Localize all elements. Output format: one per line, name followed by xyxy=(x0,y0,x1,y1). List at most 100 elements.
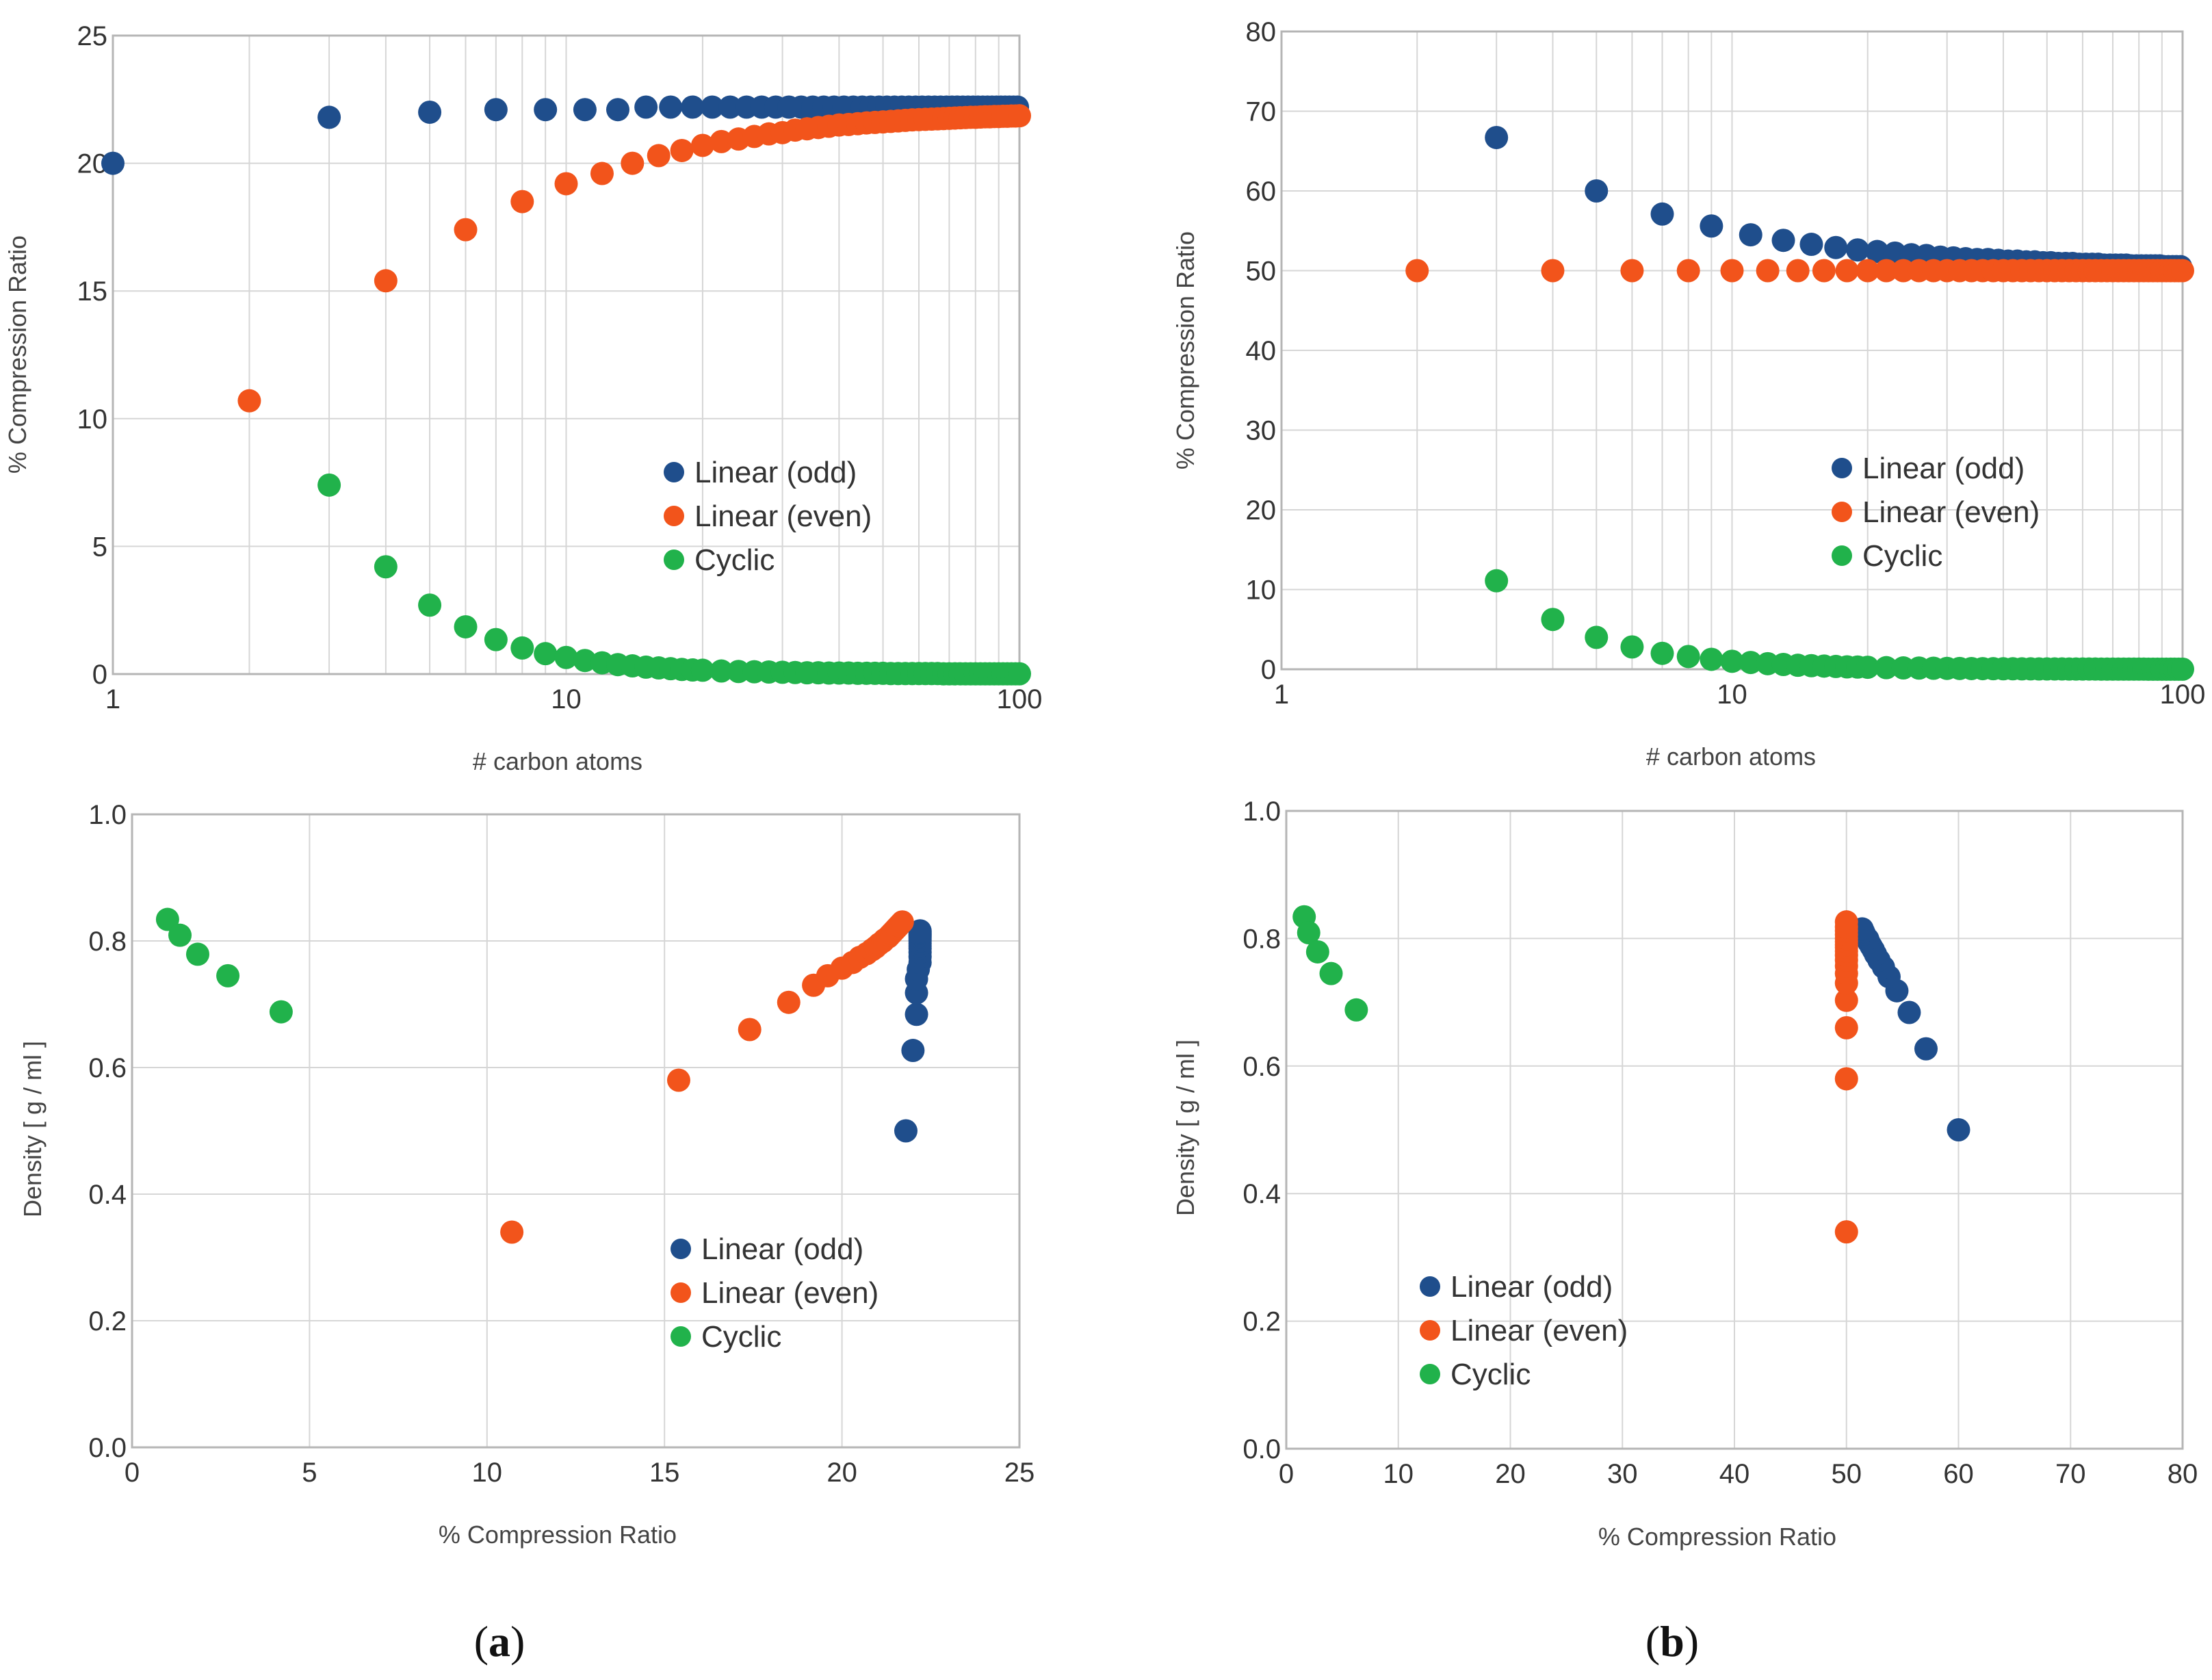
data-point xyxy=(1305,940,1329,964)
data-point xyxy=(1846,238,1870,262)
data-point xyxy=(534,642,558,666)
data-point xyxy=(1786,259,1810,283)
y-tick-label: 0.0 xyxy=(1242,1434,1281,1464)
x-tick-label: 25 xyxy=(1004,1458,1035,1488)
series-cyclic xyxy=(155,907,293,1024)
data-point xyxy=(1914,1037,1938,1061)
y-tick-label: 0.6 xyxy=(88,1053,127,1083)
data-point xyxy=(1834,910,1858,934)
legend-marker xyxy=(1832,545,1852,566)
data-point xyxy=(1874,259,1898,283)
data-point xyxy=(155,907,179,931)
data-point xyxy=(1739,651,1762,675)
legend-label: Linear (even) xyxy=(694,500,872,533)
data-point xyxy=(484,98,508,122)
data-point xyxy=(901,1039,925,1063)
data-point xyxy=(1799,233,1823,257)
data-point xyxy=(1834,1067,1858,1091)
data-point xyxy=(1650,202,1674,226)
data-point xyxy=(590,161,614,185)
y-tick-label: 0.4 xyxy=(88,1180,127,1210)
x-tick-label: 80 xyxy=(2168,1459,2198,1489)
legend-label: Linear (odd) xyxy=(1450,1270,1613,1304)
data-point xyxy=(237,389,261,413)
y-tick-label: 0.2 xyxy=(88,1306,127,1336)
plot-frame xyxy=(112,34,1021,675)
x-axis-title: # carbon atoms xyxy=(473,747,642,775)
data-point xyxy=(1620,635,1644,659)
data-point xyxy=(2171,259,2194,283)
data-point xyxy=(1739,223,1762,247)
y-tick-label: 30 xyxy=(1246,416,1277,446)
data-point xyxy=(554,172,578,196)
series-cyclic xyxy=(317,473,1031,686)
series-linear-odd xyxy=(1850,917,1970,1141)
data-point xyxy=(1812,259,1836,283)
x-tick-label: 100 xyxy=(2160,680,2206,710)
data-point xyxy=(1874,656,1898,680)
data-point xyxy=(1700,647,1723,671)
data-point xyxy=(1008,104,1031,128)
data-point xyxy=(1541,259,1565,283)
data-point xyxy=(1897,1000,1921,1024)
data-point xyxy=(1700,214,1723,238)
data-point xyxy=(710,659,733,683)
y-tick-label: 15 xyxy=(77,276,108,307)
legend-marker xyxy=(671,1326,691,1347)
data-point xyxy=(1541,608,1565,632)
data-point xyxy=(185,942,209,966)
y-tick-label: 0.8 xyxy=(1242,924,1281,954)
gridlines xyxy=(1286,810,2183,1449)
x-axis-title: # carbon atoms xyxy=(1646,742,1816,771)
series-linear-odd xyxy=(1485,125,2193,279)
y-tick-label: 0.8 xyxy=(88,927,127,957)
y-tick-label: 1.0 xyxy=(88,800,127,830)
plot-frame xyxy=(131,813,1021,1449)
data-point xyxy=(269,1000,293,1024)
data-point xyxy=(718,95,742,119)
data-point xyxy=(634,95,658,119)
data-point xyxy=(670,138,694,162)
x-tick-label: 1 xyxy=(1274,680,1289,710)
data-point xyxy=(101,151,125,175)
data-point xyxy=(647,144,671,168)
panel-label-a: (a) xyxy=(474,1617,525,1666)
data-point xyxy=(168,923,192,947)
data-point xyxy=(1585,625,1609,649)
data-point xyxy=(777,990,801,1014)
y-tick-label: 10 xyxy=(1246,576,1277,606)
legend-label: Cyclic xyxy=(694,543,775,577)
x-tick-label: 50 xyxy=(1832,1459,1862,1489)
legend-marker xyxy=(1832,502,1852,522)
data-point xyxy=(554,645,578,669)
y-axis-title: % Compression Ratio xyxy=(1171,231,1199,469)
x-tick-label: 10 xyxy=(551,684,582,714)
legend-label: Linear (odd) xyxy=(694,456,857,489)
series-linear-even xyxy=(1834,910,1858,1244)
data-point xyxy=(1720,259,1744,283)
data-point xyxy=(510,190,534,214)
y-tick-label: 25 xyxy=(77,21,108,51)
legend-label: Cyclic xyxy=(1450,1358,1531,1391)
data-point xyxy=(690,658,714,682)
x-tick-label: 0 xyxy=(1279,1459,1294,1489)
x-tick-label: 10 xyxy=(1383,1459,1414,1489)
data-point xyxy=(1834,1016,1858,1039)
y-tick-label: 0 xyxy=(1261,655,1276,685)
data-point xyxy=(1824,235,1848,259)
y-tick-label: 40 xyxy=(1246,336,1277,366)
x-axis-title: % Compression Ratio xyxy=(439,1521,677,1549)
y-axis-title: Density [ g / ml ] xyxy=(18,1041,47,1217)
data-point xyxy=(500,1220,524,1244)
data-point xyxy=(1834,988,1858,1012)
data-point xyxy=(894,1119,918,1143)
legend-marker xyxy=(664,506,684,526)
data-point xyxy=(374,269,398,293)
gridlines xyxy=(131,814,1020,1448)
data-point xyxy=(1771,229,1795,253)
y-axis-title: Density [ g / ml ] xyxy=(1171,1039,1199,1216)
data-point xyxy=(1947,1118,1970,1141)
data-point xyxy=(2171,657,2194,681)
y-tick-label: 0.4 xyxy=(1242,1179,1281,1209)
